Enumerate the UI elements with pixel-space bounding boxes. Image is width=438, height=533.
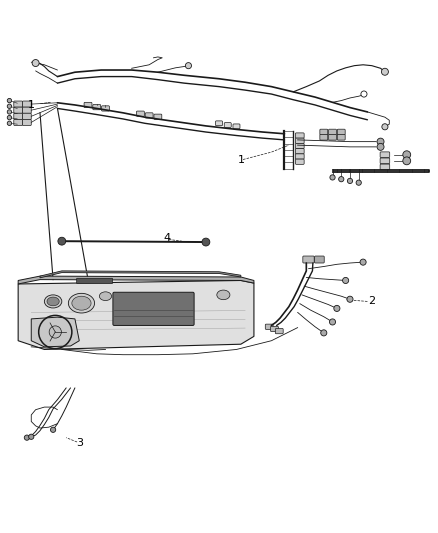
FancyBboxPatch shape <box>14 107 22 113</box>
FancyBboxPatch shape <box>84 102 92 108</box>
FancyBboxPatch shape <box>145 113 153 118</box>
FancyBboxPatch shape <box>14 101 22 107</box>
Ellipse shape <box>44 295 62 308</box>
FancyBboxPatch shape <box>14 113 22 119</box>
Polygon shape <box>18 276 254 284</box>
FancyBboxPatch shape <box>22 101 31 107</box>
Circle shape <box>343 277 349 284</box>
FancyBboxPatch shape <box>137 111 145 116</box>
FancyBboxPatch shape <box>328 134 336 140</box>
Polygon shape <box>31 317 79 347</box>
FancyBboxPatch shape <box>295 143 304 149</box>
FancyBboxPatch shape <box>22 119 31 125</box>
Ellipse shape <box>68 293 95 313</box>
FancyBboxPatch shape <box>224 123 231 127</box>
Circle shape <box>329 319 336 325</box>
FancyBboxPatch shape <box>93 104 101 110</box>
Ellipse shape <box>72 296 91 310</box>
FancyBboxPatch shape <box>337 129 345 135</box>
Circle shape <box>50 427 56 432</box>
FancyBboxPatch shape <box>295 149 304 154</box>
Circle shape <box>377 138 384 145</box>
Circle shape <box>403 151 411 159</box>
Circle shape <box>202 238 210 246</box>
Circle shape <box>7 121 12 125</box>
Circle shape <box>360 259 366 265</box>
Circle shape <box>7 116 12 120</box>
Circle shape <box>32 60 39 67</box>
Circle shape <box>28 434 34 439</box>
Circle shape <box>131 307 141 318</box>
FancyBboxPatch shape <box>295 154 304 159</box>
Polygon shape <box>40 271 241 278</box>
FancyBboxPatch shape <box>295 138 304 143</box>
Text: 4: 4 <box>163 233 170 243</box>
Circle shape <box>185 62 191 69</box>
Circle shape <box>7 104 12 108</box>
Circle shape <box>7 99 12 103</box>
FancyBboxPatch shape <box>77 278 113 284</box>
Ellipse shape <box>47 297 59 306</box>
FancyBboxPatch shape <box>320 129 328 135</box>
Text: 1: 1 <box>28 100 35 110</box>
Circle shape <box>24 435 29 440</box>
Circle shape <box>382 124 388 130</box>
FancyBboxPatch shape <box>380 158 390 164</box>
FancyBboxPatch shape <box>113 292 194 326</box>
FancyBboxPatch shape <box>271 326 279 332</box>
FancyBboxPatch shape <box>14 119 22 125</box>
Circle shape <box>330 175 335 180</box>
FancyBboxPatch shape <box>380 164 390 170</box>
FancyBboxPatch shape <box>102 106 110 111</box>
Ellipse shape <box>99 292 112 301</box>
FancyBboxPatch shape <box>215 121 223 126</box>
Circle shape <box>339 176 344 182</box>
Circle shape <box>403 157 411 165</box>
Text: 3: 3 <box>76 438 83 448</box>
FancyBboxPatch shape <box>314 256 324 263</box>
FancyBboxPatch shape <box>154 114 162 119</box>
FancyBboxPatch shape <box>295 133 304 138</box>
Text: 2: 2 <box>368 296 375 306</box>
Circle shape <box>381 68 389 75</box>
FancyBboxPatch shape <box>22 107 31 113</box>
FancyBboxPatch shape <box>276 328 283 334</box>
Circle shape <box>356 180 361 185</box>
Circle shape <box>58 237 66 245</box>
Circle shape <box>49 326 61 338</box>
FancyBboxPatch shape <box>295 159 304 164</box>
Circle shape <box>361 91 367 97</box>
Polygon shape <box>18 280 254 350</box>
FancyBboxPatch shape <box>337 134 345 140</box>
Ellipse shape <box>217 290 230 300</box>
Circle shape <box>334 305 340 311</box>
FancyBboxPatch shape <box>328 129 336 135</box>
Circle shape <box>321 330 327 336</box>
Circle shape <box>347 296 353 302</box>
FancyBboxPatch shape <box>303 256 314 263</box>
Circle shape <box>377 143 384 150</box>
FancyBboxPatch shape <box>380 152 390 158</box>
FancyBboxPatch shape <box>320 134 328 140</box>
Circle shape <box>347 179 353 183</box>
Circle shape <box>7 110 12 114</box>
FancyBboxPatch shape <box>265 324 273 329</box>
Text: 1: 1 <box>237 155 244 165</box>
FancyBboxPatch shape <box>233 124 240 129</box>
FancyBboxPatch shape <box>22 113 31 119</box>
